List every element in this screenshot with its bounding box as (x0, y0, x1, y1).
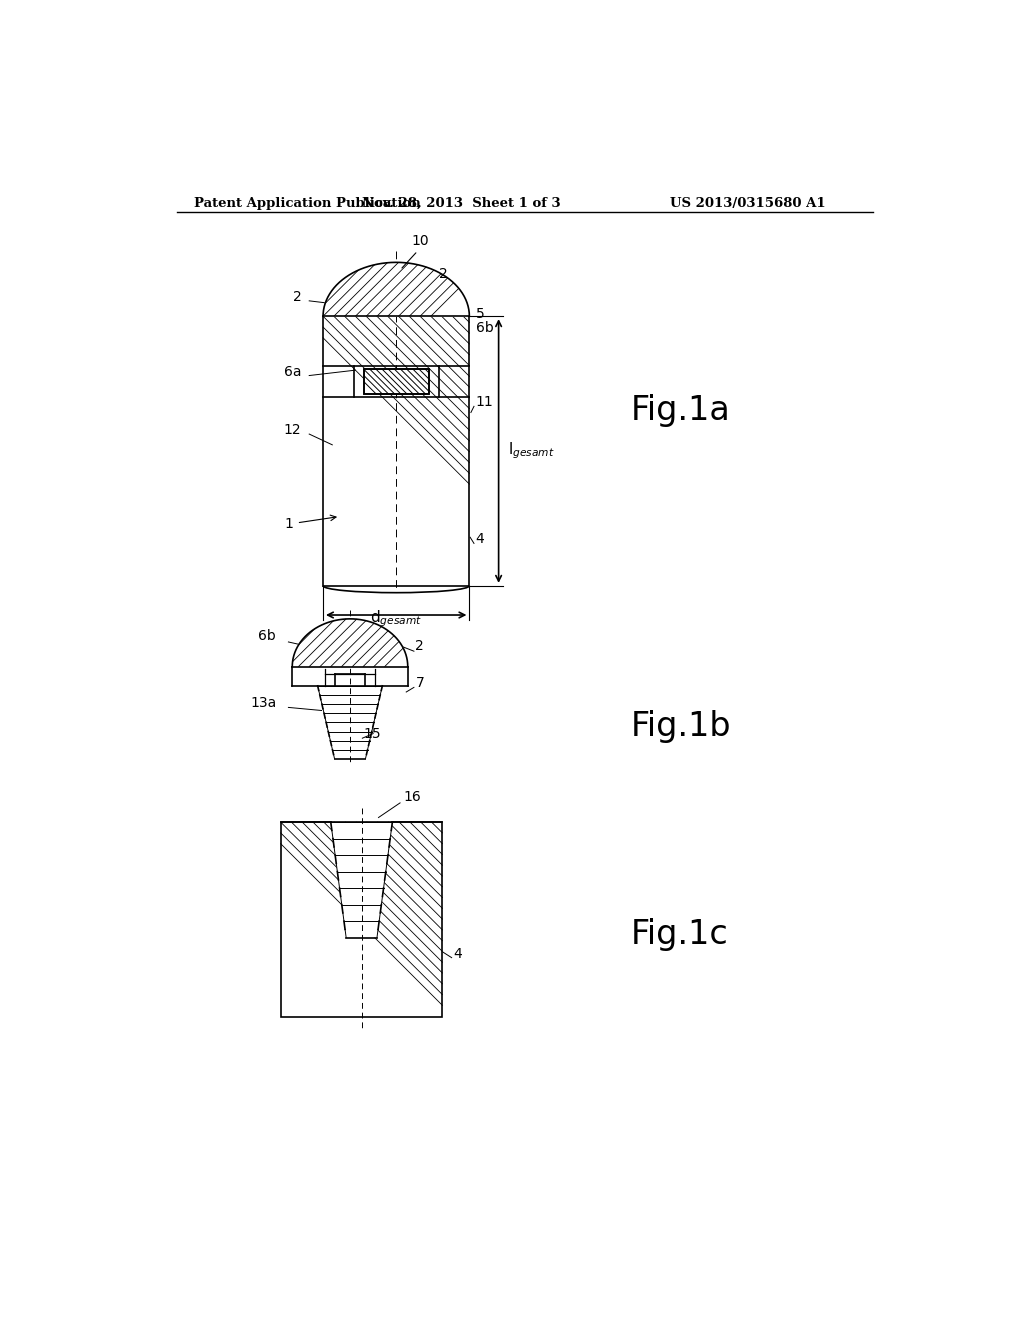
Polygon shape (331, 822, 392, 937)
Text: 6a: 6a (284, 364, 301, 379)
Text: 2: 2 (293, 290, 301, 304)
Text: 2: 2 (438, 267, 447, 281)
Text: Patent Application Publication: Patent Application Publication (194, 197, 421, 210)
Bar (364, 370, 429, 395)
Bar (281, 822, 442, 1016)
Text: 11: 11 (475, 396, 494, 409)
Text: 15: 15 (364, 727, 382, 742)
Text: Fig.1a: Fig.1a (631, 395, 731, 428)
Text: 12: 12 (284, 424, 301, 437)
Text: l$_{gesamt}$: l$_{gesamt}$ (508, 441, 555, 461)
Text: 4: 4 (475, 532, 484, 546)
Text: 13a: 13a (251, 697, 276, 710)
Polygon shape (323, 263, 469, 317)
Text: 1: 1 (285, 515, 336, 531)
Text: 7: 7 (416, 676, 424, 690)
Text: Fig.1b: Fig.1b (631, 710, 732, 743)
Text: 6b: 6b (475, 321, 494, 335)
Bar (323, 317, 469, 586)
Bar (364, 370, 429, 395)
Text: Fig.1c: Fig.1c (631, 917, 729, 950)
Text: 5: 5 (475, 306, 484, 321)
Polygon shape (292, 619, 408, 667)
Text: 6b: 6b (258, 628, 275, 643)
Text: 4: 4 (454, 946, 462, 961)
Text: d$_{gesamt}$: d$_{gesamt}$ (370, 609, 422, 628)
Text: 10: 10 (412, 235, 429, 248)
Text: Nov. 28, 2013  Sheet 1 of 3: Nov. 28, 2013 Sheet 1 of 3 (362, 197, 561, 210)
Text: 16: 16 (403, 789, 422, 804)
Text: US 2013/0315680 A1: US 2013/0315680 A1 (670, 197, 825, 210)
Text: 2: 2 (416, 639, 424, 652)
